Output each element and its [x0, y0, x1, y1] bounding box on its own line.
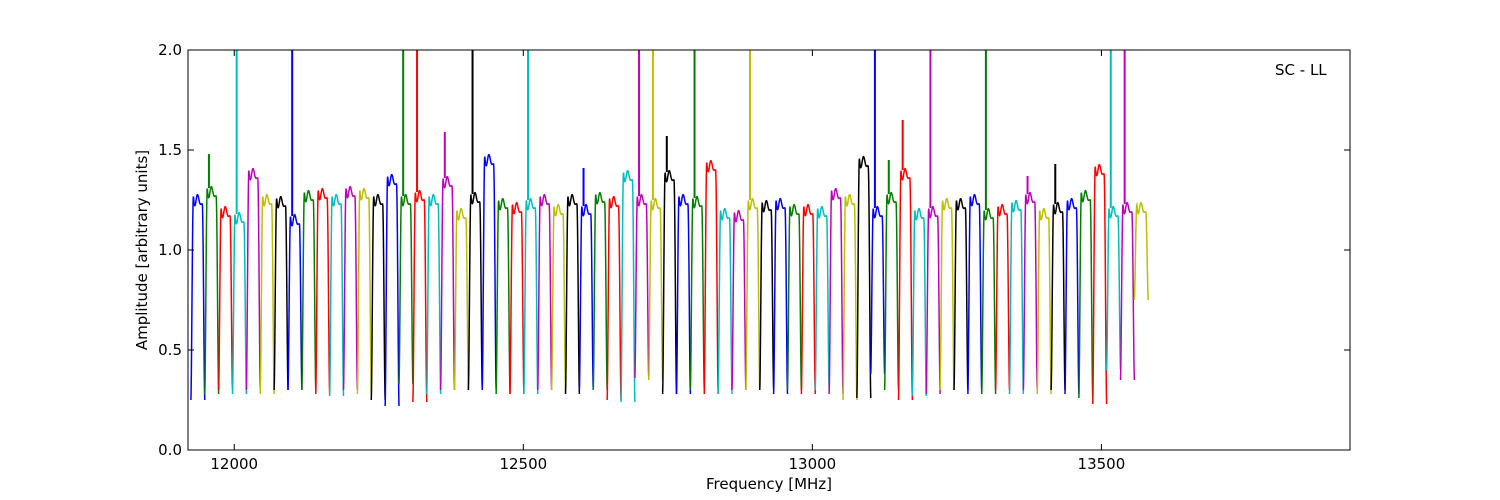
channel-series-line: [1078, 189, 1094, 399]
channel-series-line: [870, 205, 886, 375]
channel-series-line: [412, 189, 428, 403]
channel-series-line: [883, 191, 900, 391]
channel-series-line: [398, 193, 414, 385]
channel-series-line: [661, 169, 678, 395]
y-tick-label: 1.0: [158, 241, 182, 259]
channel-series-line: [1091, 163, 1108, 405]
channel-series-line: [786, 203, 803, 391]
channel-series-line: [509, 201, 525, 395]
channel-series-line: [204, 185, 220, 395]
channel-series-line: [301, 189, 317, 391]
channel-series-line: [190, 193, 206, 401]
y-tick-label: 1.5: [158, 141, 182, 159]
channel-series-line: [634, 193, 650, 379]
channel-series-line: [828, 187, 844, 395]
series-layer: [190, 50, 1149, 407]
channel-series-line: [925, 205, 941, 395]
channel-series-line: [911, 207, 927, 397]
channel-series-line: [537, 193, 553, 391]
channel-series-line: [939, 197, 955, 391]
channel-series-line: [328, 193, 345, 397]
channel-series-line: [994, 203, 1011, 391]
channel-series-line: [356, 187, 373, 395]
channel-series-line: [231, 211, 248, 395]
channel-series-line: [1133, 201, 1149, 301]
x-axis-label: Frequency [MHz]: [706, 475, 832, 493]
channel-series-line: [1022, 191, 1038, 391]
channel-series-line: [856, 155, 872, 399]
y-tick-label: 0.0: [158, 441, 182, 459]
channel-series-line: [1105, 205, 1122, 371]
channel-series-line: [759, 199, 775, 391]
plot-frame: [187, 49, 1351, 451]
channel-series-line: [245, 167, 262, 391]
channel-series-line: [1008, 199, 1025, 395]
channel-series-line: [523, 197, 539, 395]
channel-series-line: [731, 209, 747, 391]
channel-series-line: [315, 187, 331, 395]
y-tick-label: 0.5: [158, 341, 182, 359]
channel-series-line: [606, 195, 622, 401]
channel-series-line: [675, 193, 692, 395]
channel-series-line: [384, 173, 400, 407]
channel-series-line: [481, 153, 497, 391]
channel-series-line: [550, 203, 567, 391]
channel-series-line: [564, 193, 581, 395]
channel-series-line: [439, 175, 456, 391]
channel-series-line: [495, 197, 511, 395]
channel-series-line: [578, 203, 594, 391]
x-tick-label: 13000: [788, 455, 836, 473]
x-tick-label: 13500: [1078, 455, 1126, 473]
annotation-label: SC - LL: [1275, 61, 1327, 79]
channel-series-line: [217, 205, 234, 391]
channel-series-line: [689, 195, 705, 391]
channel-series-line: [1050, 201, 1066, 391]
channel-series-line: [703, 159, 719, 395]
channel-series-line: [453, 207, 470, 391]
channel-series-line: [426, 193, 442, 395]
channel-series-line: [1064, 197, 1080, 395]
channel-series-line: [620, 169, 636, 403]
channel-series-line: [980, 207, 997, 395]
channel-series-line: [800, 203, 816, 395]
channel-series-line: [467, 191, 484, 391]
channel-series-line: [717, 207, 733, 395]
channel-series-line: [592, 191, 608, 391]
channel-series-line: [259, 193, 275, 395]
channel-series-line: [648, 197, 664, 381]
channel-series-line: [772, 197, 789, 395]
channel-series-line: [897, 167, 914, 401]
ticks-layer: 12000 12500 13000 13500 0.0 0.5 1.0 1.5 2.0: [158, 41, 1350, 473]
channel-series-line: [342, 185, 359, 391]
channel-series-line: [1119, 201, 1136, 381]
x-tick-label: 12000: [210, 455, 258, 473]
channel-series-line: [814, 205, 830, 391]
channel-series-line: [953, 197, 969, 391]
x-tick-label: 12500: [499, 455, 547, 473]
channel-series-line: [745, 197, 761, 391]
y-tick-label: 2.0: [158, 41, 182, 59]
channel-series-line: [967, 193, 983, 395]
channel-series-line: [842, 193, 858, 401]
channel-series-line: [370, 193, 386, 401]
y-axis-label: Amplitude [arbitrary units]: [133, 150, 151, 350]
channel-series-line: [273, 195, 289, 391]
channel-series-line: [287, 213, 303, 391]
channel-series-line: [1036, 207, 1052, 395]
